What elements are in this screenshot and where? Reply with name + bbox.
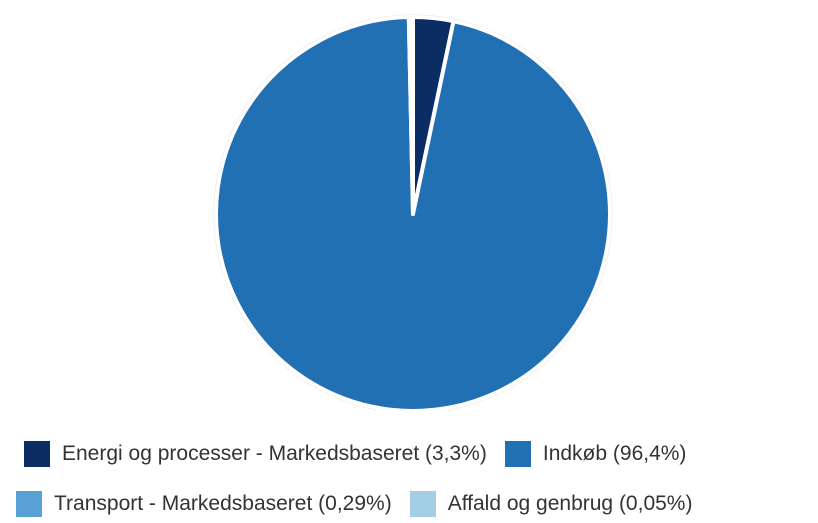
- legend-label-affald: Affald og genbrug (0,05%): [447, 492, 693, 515]
- legend-row-2: Transport - Markedsbaseret (0,29%) Affal…: [16, 491, 710, 517]
- legend-swatch-affald: [409, 491, 436, 517]
- legend-swatch-indkob: [504, 441, 531, 467]
- legend-item-transport[interactable]: Transport - Markedsbaseret (0,29%): [16, 491, 392, 517]
- legend-item-indkob[interactable]: Indkøb (96,4%): [504, 441, 687, 467]
- legend-swatch-energi: [24, 441, 50, 467]
- legend-row-1: Energi og processer - Markedsbaseret (3,…: [24, 441, 704, 467]
- pie-slice-indkob[interactable]: [214, 15, 612, 410]
- legend-swatch-transport: [16, 491, 42, 517]
- pie-plot-area: [213, 14, 613, 410]
- legend-item-affald[interactable]: Affald og genbrug (0,05%): [409, 491, 693, 517]
- legend-label-transport: Transport - Markedsbaseret (0,29%): [54, 492, 392, 515]
- legend-label-energi: Energi og processer - Markedsbaseret (3,…: [62, 442, 487, 465]
- legend-label-indkob: Indkøb (96,4%): [542, 442, 687, 465]
- legend-item-energi[interactable]: Energi og processer - Markedsbaseret (3,…: [24, 441, 487, 467]
- pie-slice-affald[interactable]: [410, 15, 415, 216]
